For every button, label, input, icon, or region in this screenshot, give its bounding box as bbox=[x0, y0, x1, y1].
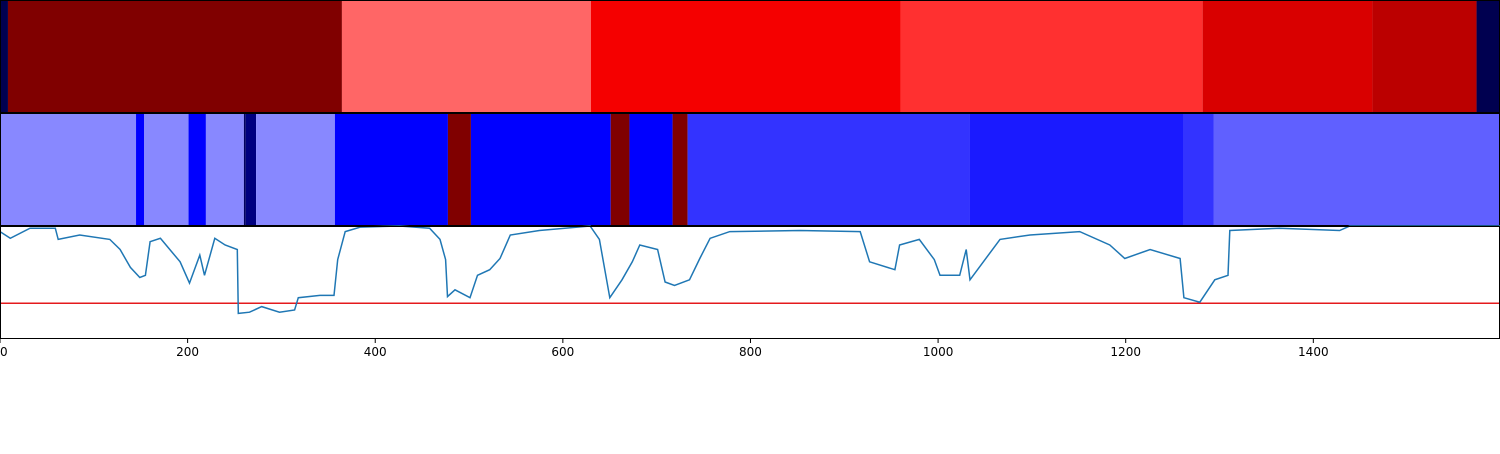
segment bbox=[1476, 0, 1500, 112]
segment bbox=[610, 113, 630, 225]
x-tick-label: 400 bbox=[364, 345, 387, 359]
segment bbox=[629, 113, 673, 225]
segment bbox=[672, 113, 688, 225]
segment bbox=[0, 0, 8, 112]
segment bbox=[334, 113, 448, 225]
segment bbox=[256, 113, 335, 225]
x-tick-label: 1200 bbox=[1110, 345, 1141, 359]
segment bbox=[1202, 0, 1373, 112]
x-tick-label: 1400 bbox=[1298, 345, 1329, 359]
segment bbox=[205, 113, 244, 225]
segment bbox=[1183, 113, 1214, 225]
segment bbox=[143, 113, 189, 225]
segment bbox=[969, 113, 1184, 225]
segment bbox=[7, 0, 342, 112]
segment bbox=[590, 0, 901, 112]
segment bbox=[1372, 0, 1477, 112]
x-tick-label: 200 bbox=[176, 345, 199, 359]
segment bbox=[1213, 113, 1500, 225]
segment bbox=[188, 113, 206, 225]
segment bbox=[341, 0, 591, 112]
x-tick-label: 600 bbox=[551, 345, 574, 359]
segment bbox=[687, 113, 970, 225]
panel-frame bbox=[0, 226, 1500, 339]
segment bbox=[245, 113, 257, 225]
segment bbox=[136, 113, 144, 225]
x-tick-label: 0 bbox=[0, 345, 8, 359]
x-tick-label: 800 bbox=[739, 345, 762, 359]
data-line bbox=[0, 225, 1500, 315]
segment bbox=[0, 113, 137, 225]
segment bbox=[470, 113, 611, 225]
x-tick-label: 1000 bbox=[923, 345, 954, 359]
segment bbox=[900, 0, 1203, 112]
segment bbox=[243, 113, 246, 225]
segment bbox=[447, 113, 471, 225]
